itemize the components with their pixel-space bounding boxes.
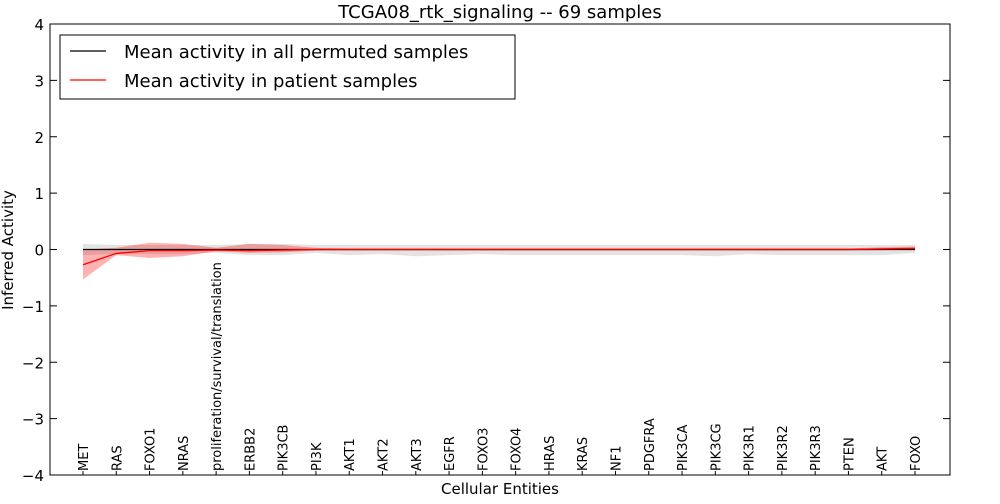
x-tick-label: AKT2 bbox=[377, 438, 392, 471]
x-tick-label: FOXO1 bbox=[144, 428, 159, 471]
y-tick-label: −3 bbox=[22, 411, 44, 429]
x-tick-label: PDGFRA bbox=[643, 418, 658, 471]
y-tick-label: −4 bbox=[22, 467, 44, 485]
x-tick-label: PIK3R2 bbox=[776, 425, 791, 471]
x-tick-label: NRAS bbox=[177, 436, 192, 471]
y-tick-label: 0 bbox=[34, 242, 44, 260]
y-tick-label: 2 bbox=[34, 129, 44, 147]
legend-label-patient: Mean activity in patient samples bbox=[124, 71, 418, 92]
x-tick-label: HRAS bbox=[543, 436, 558, 471]
x-tick-label: proliferation/survival/translation bbox=[210, 262, 225, 471]
y-tick-label: 3 bbox=[34, 72, 44, 90]
x-tick-label: KRAS bbox=[576, 437, 591, 471]
x-tick-label: PIK3CA bbox=[676, 424, 691, 471]
y-axis-label: Inferred Activity bbox=[0, 190, 17, 310]
x-tick-label: RAS bbox=[110, 445, 125, 471]
y-tick-label: 4 bbox=[34, 16, 44, 34]
x-tick-label: AKT3 bbox=[410, 438, 425, 471]
x-tick-label: NF1 bbox=[609, 446, 624, 471]
x-tick-label: PIK3R3 bbox=[809, 425, 824, 471]
x-tick-label: PTEN bbox=[842, 437, 857, 471]
chart-title: TCGA08_rtk_signaling -- 69 samples bbox=[337, 2, 662, 23]
x-tick-label: PIK3CG bbox=[709, 423, 724, 471]
x-tick-label: AKT bbox=[876, 447, 891, 471]
x-tick-label: AKT1 bbox=[343, 438, 358, 471]
x-tick-label: FOXO bbox=[909, 436, 924, 471]
x-tick-label: PIK3R1 bbox=[743, 425, 758, 471]
x-tick-label: EGFR bbox=[443, 436, 458, 471]
x-axis-label: Cellular Entities bbox=[441, 480, 559, 498]
x-tick-label: ERBB2 bbox=[243, 428, 258, 471]
y-tick-label: −1 bbox=[22, 298, 44, 316]
x-tick-label: FOXO4 bbox=[510, 428, 525, 471]
legend-label-permuted: Mean activity in all permuted samples bbox=[124, 42, 468, 63]
x-tick-label: FOXO3 bbox=[476, 428, 491, 471]
y-tick-label: −2 bbox=[22, 354, 44, 372]
x-tick-label: MET bbox=[77, 444, 92, 471]
x-tick-label: PI3K bbox=[310, 442, 325, 471]
y-tick-label: 1 bbox=[34, 185, 44, 203]
x-tick-label: PIK3CB bbox=[277, 425, 292, 471]
legend: Mean activity in all permuted samples Me… bbox=[60, 35, 515, 99]
